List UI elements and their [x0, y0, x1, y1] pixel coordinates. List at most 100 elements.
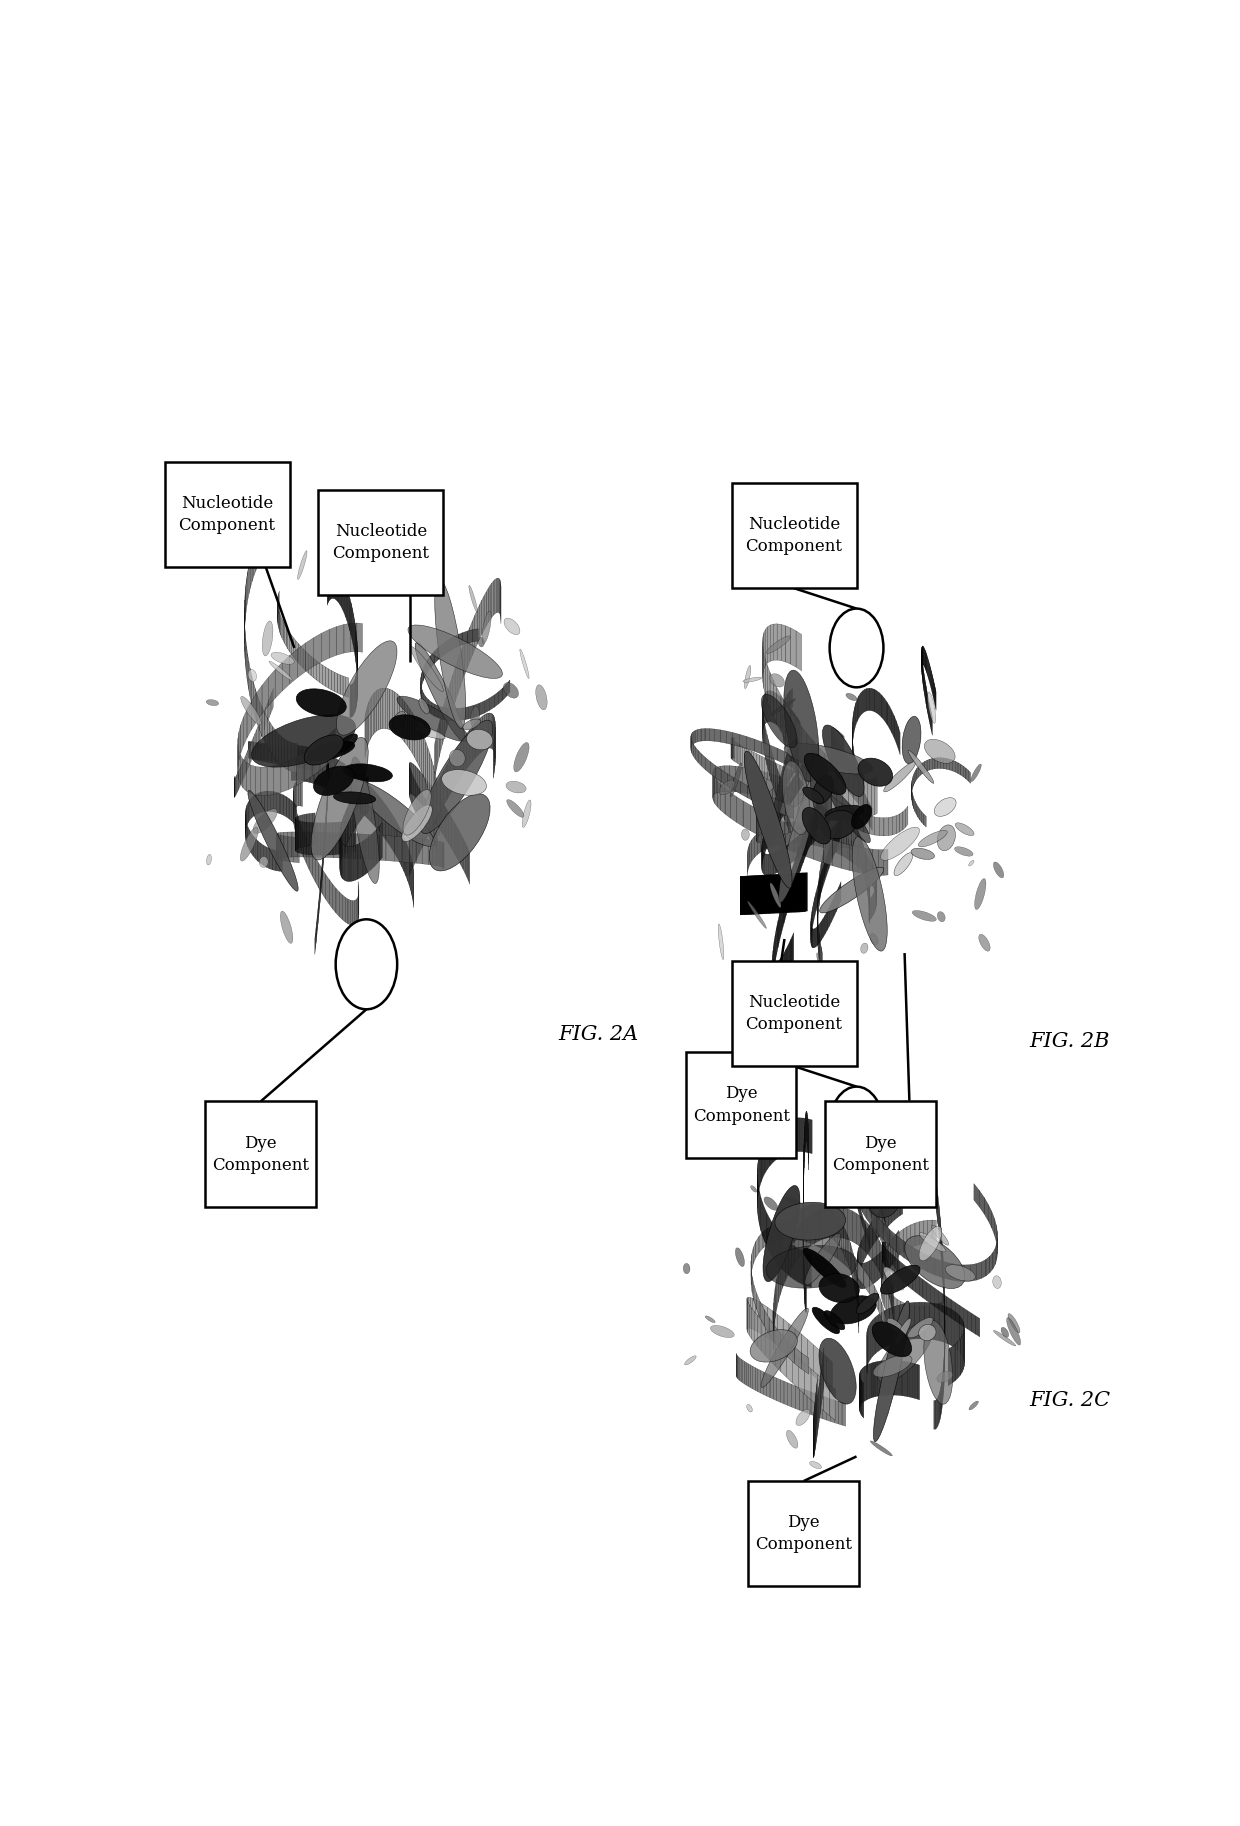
Polygon shape	[825, 1207, 830, 1238]
Polygon shape	[782, 1225, 785, 1256]
Polygon shape	[343, 813, 346, 851]
Polygon shape	[761, 807, 764, 842]
Polygon shape	[773, 1127, 776, 1163]
Polygon shape	[769, 740, 770, 776]
Ellipse shape	[343, 763, 392, 782]
Polygon shape	[859, 834, 862, 867]
Polygon shape	[775, 1227, 779, 1265]
Ellipse shape	[805, 1233, 841, 1286]
Polygon shape	[358, 844, 361, 878]
Polygon shape	[935, 1304, 939, 1340]
Polygon shape	[336, 568, 339, 603]
Polygon shape	[428, 840, 433, 866]
Polygon shape	[825, 785, 826, 814]
Polygon shape	[877, 1203, 878, 1234]
Polygon shape	[761, 1196, 763, 1236]
Polygon shape	[946, 758, 950, 771]
Polygon shape	[765, 758, 768, 780]
Polygon shape	[905, 1265, 909, 1287]
Polygon shape	[440, 842, 443, 867]
Polygon shape	[291, 743, 294, 772]
Polygon shape	[796, 719, 801, 763]
Ellipse shape	[905, 1236, 965, 1289]
Polygon shape	[883, 1216, 884, 1247]
Polygon shape	[915, 1364, 918, 1399]
Polygon shape	[269, 696, 270, 718]
Polygon shape	[906, 1225, 911, 1249]
Polygon shape	[874, 778, 877, 814]
Polygon shape	[444, 765, 448, 805]
Polygon shape	[458, 708, 463, 721]
Ellipse shape	[419, 699, 429, 714]
Polygon shape	[808, 814, 812, 847]
Ellipse shape	[831, 1296, 877, 1324]
Polygon shape	[412, 763, 413, 794]
Polygon shape	[934, 1304, 937, 1328]
Polygon shape	[875, 1211, 879, 1242]
Polygon shape	[785, 873, 791, 913]
Polygon shape	[743, 1360, 744, 1384]
Polygon shape	[789, 796, 794, 833]
Polygon shape	[463, 838, 465, 873]
Polygon shape	[843, 1225, 846, 1256]
Polygon shape	[789, 875, 795, 913]
Polygon shape	[817, 796, 820, 829]
Polygon shape	[870, 860, 873, 886]
Polygon shape	[830, 829, 832, 862]
Polygon shape	[930, 1302, 935, 1340]
Polygon shape	[994, 1218, 996, 1242]
Polygon shape	[813, 741, 818, 783]
Polygon shape	[937, 1302, 941, 1328]
Polygon shape	[339, 760, 343, 798]
Polygon shape	[743, 802, 750, 831]
Polygon shape	[434, 771, 436, 818]
Polygon shape	[806, 1205, 810, 1233]
Polygon shape	[458, 743, 460, 783]
Polygon shape	[859, 1189, 862, 1212]
Ellipse shape	[408, 624, 502, 679]
Polygon shape	[263, 710, 264, 734]
Ellipse shape	[334, 792, 376, 803]
Polygon shape	[326, 754, 331, 791]
Polygon shape	[976, 1317, 980, 1337]
Polygon shape	[258, 533, 260, 566]
Polygon shape	[846, 820, 848, 847]
Polygon shape	[800, 873, 806, 911]
Polygon shape	[254, 794, 255, 816]
Polygon shape	[900, 1189, 903, 1216]
Polygon shape	[915, 1222, 919, 1245]
Polygon shape	[851, 760, 853, 796]
Polygon shape	[758, 771, 766, 798]
Polygon shape	[775, 928, 776, 962]
Ellipse shape	[822, 725, 864, 796]
Polygon shape	[306, 838, 309, 869]
Polygon shape	[325, 666, 329, 688]
Ellipse shape	[241, 696, 262, 725]
Polygon shape	[701, 729, 706, 741]
Polygon shape	[890, 1238, 893, 1264]
Polygon shape	[926, 1132, 929, 1165]
Polygon shape	[867, 780, 872, 816]
Polygon shape	[751, 875, 755, 915]
Polygon shape	[439, 707, 443, 719]
Polygon shape	[759, 1233, 763, 1253]
Polygon shape	[895, 1231, 899, 1260]
Polygon shape	[759, 875, 763, 913]
Ellipse shape	[743, 677, 761, 683]
Polygon shape	[754, 752, 756, 774]
Polygon shape	[773, 853, 776, 875]
Polygon shape	[373, 692, 374, 734]
Polygon shape	[777, 960, 780, 990]
Polygon shape	[847, 807, 853, 827]
Polygon shape	[405, 842, 408, 880]
Polygon shape	[950, 1264, 957, 1280]
Polygon shape	[817, 1203, 820, 1231]
Ellipse shape	[269, 661, 293, 681]
Polygon shape	[920, 1302, 925, 1338]
Polygon shape	[262, 714, 263, 738]
Polygon shape	[847, 756, 849, 792]
Polygon shape	[339, 822, 342, 855]
Polygon shape	[754, 1242, 756, 1264]
Polygon shape	[787, 1382, 791, 1406]
Polygon shape	[894, 1238, 895, 1269]
